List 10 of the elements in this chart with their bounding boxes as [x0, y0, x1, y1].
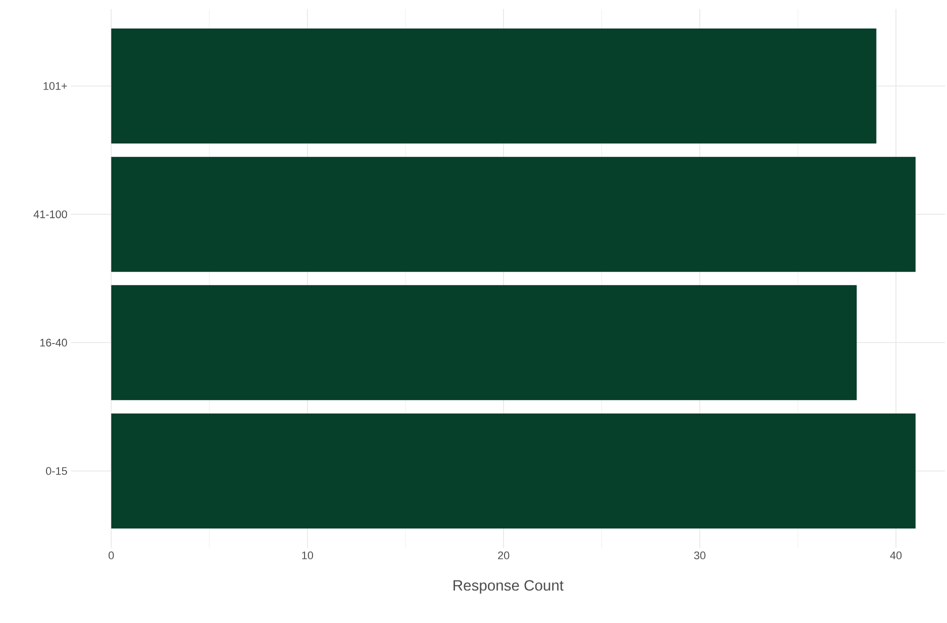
- y-tick-label: 41-100: [34, 210, 68, 218]
- x-tick-label: 40: [890, 552, 902, 560]
- y-tick-label: 101+: [44, 82, 67, 90]
- x-tick-label: 10: [302, 552, 314, 560]
- x-tick-label: 30: [694, 552, 706, 560]
- x-tick-label: 0: [108, 552, 114, 560]
- x-axis-title: Response Count: [454, 580, 564, 594]
- x-tick-label: 20: [498, 552, 510, 560]
- y-tick-label: 16-40: [40, 338, 68, 347]
- y-tick-label: 0-15: [46, 467, 68, 475]
